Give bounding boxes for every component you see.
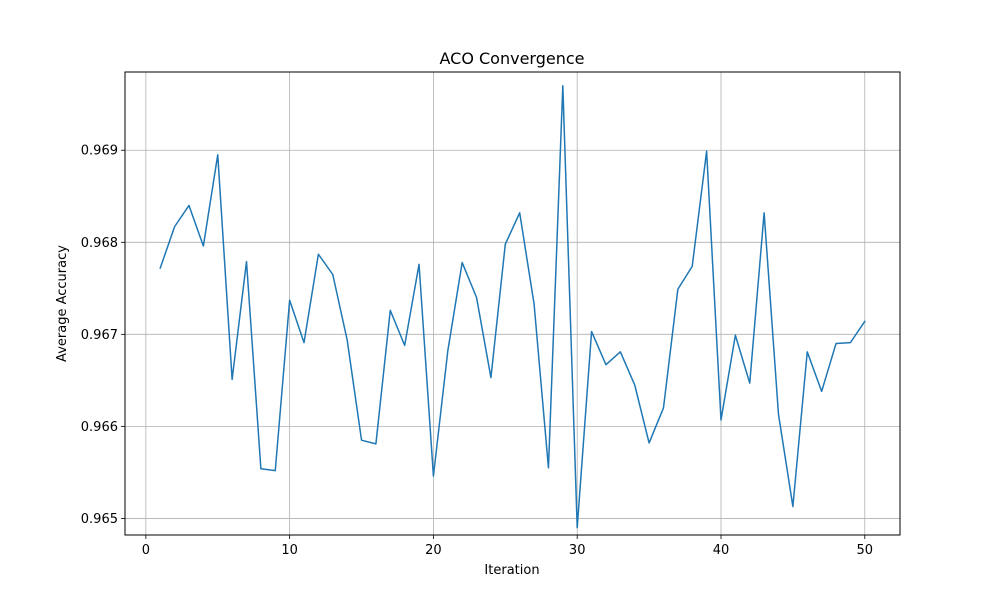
x-tick-label: 20 — [425, 543, 442, 558]
x-axis-label: Iteration — [484, 563, 539, 578]
x-tick-label: 0 — [142, 543, 150, 558]
y-axis-label: Average Accuracy — [55, 245, 70, 362]
y-tick-label: 0.968 — [81, 236, 118, 251]
x-tick-label: 40 — [713, 543, 730, 558]
y-tick-label: 0.967 — [81, 328, 118, 343]
y-tick-label: 0.965 — [81, 512, 118, 527]
y-tick-label: 0.969 — [81, 144, 118, 159]
x-tick-label: 10 — [281, 543, 298, 558]
series-line — [159, 85, 866, 529]
axes-frame — [124, 71, 901, 536]
chart-title: ACO Convergence — [439, 49, 584, 68]
x-tick-label: 50 — [856, 543, 873, 558]
x-tick-label: 30 — [569, 543, 586, 558]
axis-ticks: 0 10 20 30 40 50 0.965 0.966 0.967 0.968 0.969 — [81, 144, 873, 558]
y-tick-label: 0.966 — [81, 420, 118, 435]
grid-lines — [125, 72, 900, 535]
